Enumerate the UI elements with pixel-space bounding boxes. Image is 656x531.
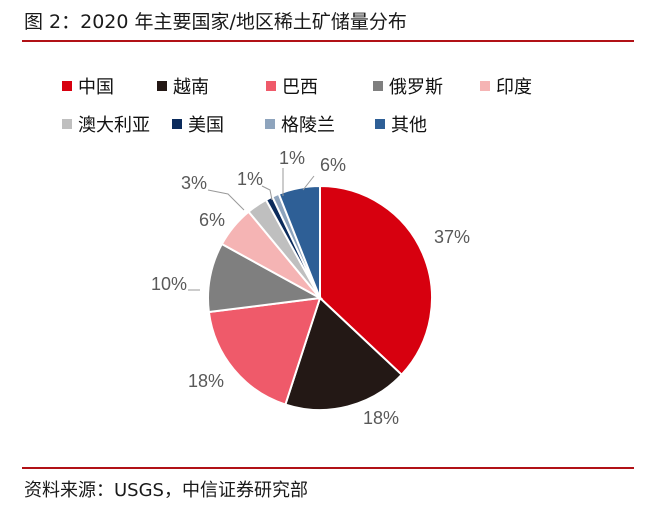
legend-swatch [266,81,276,91]
legend-swatch [157,81,167,91]
legend-item: 巴西 [266,74,373,98]
slice-data-label: 6% [199,210,225,230]
legend-swatch [62,119,72,129]
legend-item: 印度 [480,74,532,98]
chart-legend: 中国 越南 巴西 俄罗斯 印度 澳大利亚 美国 格陵兰 [62,74,622,150]
legend-label: 俄罗斯 [389,77,443,98]
legend-label: 其他 [391,115,427,136]
slice-data-label: 37% [434,227,470,247]
slice-data-label: 18% [188,371,224,391]
pie-slice [319,184,433,377]
legend-label: 巴西 [282,77,318,98]
legend-label: 格陵兰 [281,115,335,136]
figure-title: 图 2：2020 年主要国家/地区稀土矿储量分布 [24,11,407,33]
slice-data-label: 3% [181,173,207,193]
leader-line [261,185,273,201]
legend-swatch [375,119,385,129]
legend-row-2: 澳大利亚 美国 格陵兰 其他 [62,112,622,136]
legend-swatch [265,119,275,129]
legend-label: 中国 [78,77,114,98]
legend-label: 美国 [188,115,224,136]
legend-swatch [373,81,383,91]
bottom-divider [22,467,634,469]
legend-row-1: 中国 越南 巴西 俄罗斯 印度 [62,74,622,98]
legend-item: 澳大利亚 [62,112,172,136]
leader-line [207,189,245,211]
legend-item: 其他 [375,112,427,136]
pie-slice [207,296,322,406]
legend-item: 俄罗斯 [373,74,480,98]
legend-swatch [62,81,72,91]
pie-chart: 37% 18% 18% 10% 6% 3% 1% 1% 6% [151,148,470,428]
legend-swatch [480,81,490,91]
top-divider [22,40,634,42]
pie-slice [277,184,321,299]
legend-label: 印度 [496,77,532,98]
source-note: 资料来源：USGS，中信证券研究部 [24,480,308,501]
slice-data-label: 6% [320,155,346,175]
legend-item: 格陵兰 [265,112,375,136]
legend-label: 越南 [173,77,209,98]
pie-slice [284,296,404,411]
legend-item: 美国 [172,112,265,136]
leader-line [302,175,315,191]
slice-data-label: 10% [151,274,187,294]
legend-label: 澳大利亚 [78,115,150,136]
slice-data-label: 1% [279,148,305,168]
slice-data-label: 1% [237,169,263,189]
slice-data-label: 18% [363,408,399,428]
legend-item: 中国 [62,74,157,98]
legend-swatch [172,119,182,129]
legend-item: 越南 [157,74,266,98]
